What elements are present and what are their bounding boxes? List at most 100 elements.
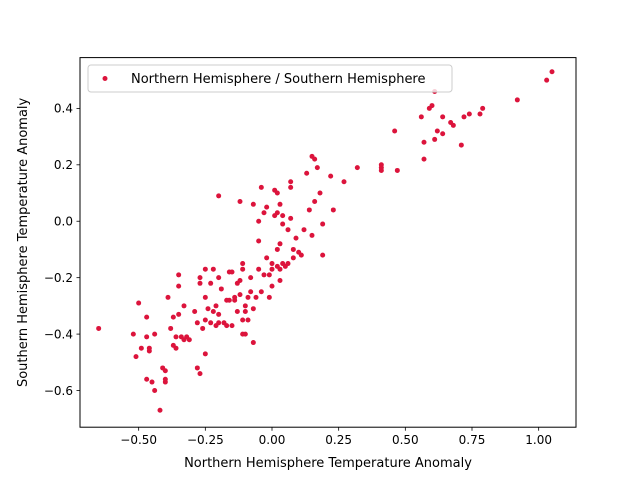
legend: Northern Hemisphere / Southern Hemispher… (87, 64, 453, 93)
data-point (197, 371, 203, 377)
data-point (96, 325, 102, 331)
data-point (152, 388, 158, 394)
data-point (277, 201, 283, 207)
data-point (242, 331, 248, 337)
data-point (285, 261, 291, 267)
data-point (330, 207, 336, 213)
legend-box (87, 64, 453, 93)
data-point (432, 136, 438, 142)
y-tick-label: −0.6 (44, 384, 73, 398)
x-axis: −0.50 −0.25 0.00 0.25 0.50 0.75 1.00 (120, 427, 552, 447)
data-point (165, 294, 171, 300)
data-point (146, 348, 152, 354)
data-point (240, 317, 246, 323)
data-point (202, 294, 208, 300)
data-point (394, 167, 400, 173)
data-point (229, 269, 235, 275)
data-point (274, 190, 280, 196)
data-point (173, 334, 179, 340)
data-point (194, 365, 200, 371)
legend-marker (102, 76, 108, 81)
data-point (256, 238, 262, 244)
data-point (466, 111, 472, 117)
data-point (250, 306, 256, 312)
data-point (341, 179, 347, 185)
data-point (250, 201, 256, 207)
y-tick-label: −0.4 (44, 327, 73, 341)
data-point (277, 241, 283, 247)
y-tick-label: −0.2 (44, 271, 73, 285)
x-tick-label: 0.50 (392, 433, 419, 447)
data-point (354, 165, 360, 171)
data-point (266, 294, 272, 300)
data-point (269, 266, 275, 272)
data-point (181, 303, 187, 309)
data-point (418, 114, 424, 120)
data-point (186, 337, 192, 343)
data-point (144, 376, 150, 382)
data-point (480, 105, 486, 111)
y-axis: −0.6 −0.4 −0.2 0.0 0.2 0.4 (44, 102, 80, 398)
data-point (224, 323, 230, 329)
data-point (152, 331, 158, 337)
data-point (136, 300, 142, 306)
data-point (213, 303, 219, 309)
data-point (458, 142, 464, 148)
x-tick-label: 1.00 (525, 433, 552, 447)
data-point (256, 266, 262, 272)
data-point (210, 309, 216, 315)
data-point (256, 218, 262, 224)
data-point (229, 323, 235, 329)
data-point (277, 277, 283, 283)
data-point (216, 320, 222, 326)
x-tick-label: 0.75 (459, 433, 486, 447)
data-point (293, 235, 299, 241)
data-point (274, 246, 280, 252)
data-point (320, 221, 326, 227)
data-point (544, 77, 550, 83)
data-point (274, 210, 280, 216)
data-point (218, 286, 224, 292)
data-point (216, 193, 222, 199)
data-point (288, 179, 294, 185)
data-point (440, 114, 446, 120)
data-point (277, 266, 283, 272)
data-point (248, 289, 254, 295)
data-point (242, 303, 248, 309)
data-point (176, 311, 182, 317)
data-point (269, 283, 275, 289)
data-point (290, 255, 296, 261)
data-point (200, 325, 206, 331)
data-point (210, 266, 216, 272)
data-point (202, 317, 208, 323)
data-point (317, 190, 323, 196)
data-point (202, 351, 208, 357)
data-point (138, 345, 144, 351)
data-point (549, 69, 555, 75)
data-point (205, 306, 211, 312)
y-tick-label: 0.2 (54, 158, 73, 172)
data-point (392, 128, 398, 134)
data-point (216, 275, 222, 281)
data-point (248, 275, 254, 281)
x-tick-label: −0.25 (187, 433, 224, 447)
data-point (514, 97, 520, 103)
data-point (261, 210, 267, 216)
data-point (378, 165, 384, 171)
legend-label: Northern Hemisphere / Southern Hemispher… (131, 72, 426, 87)
data-point (173, 345, 179, 351)
data-point (234, 309, 240, 315)
data-point (237, 277, 243, 283)
data-point (288, 184, 294, 190)
data-point (232, 294, 238, 300)
data-point (176, 283, 182, 289)
data-point (328, 173, 334, 179)
data-point (208, 320, 214, 326)
data-point (264, 255, 270, 261)
data-point (197, 280, 203, 286)
x-tick-label: 0.25 (325, 433, 352, 447)
data-point (421, 139, 427, 145)
data-point (237, 198, 243, 204)
data-point (309, 232, 315, 238)
plot-area (79, 57, 577, 428)
